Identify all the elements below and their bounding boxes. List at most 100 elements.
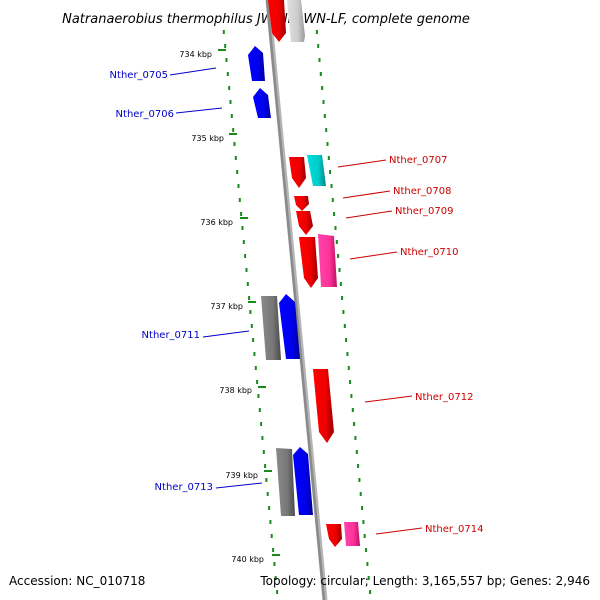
track-dot (229, 100, 232, 104)
tick-mark: 735 kbp (191, 133, 237, 143)
track-dot (244, 254, 247, 258)
track-dot (240, 212, 243, 216)
track-dot (334, 226, 337, 230)
tick-label: 734 kbp (179, 50, 212, 59)
track-dot (345, 338, 348, 342)
track-dot (264, 464, 267, 468)
track-dot (236, 170, 239, 174)
track-dot (343, 324, 346, 328)
gene-arrow-nther-0711[interactable] (279, 294, 300, 359)
gene-arrow-nther-0712[interactable] (313, 369, 334, 443)
gene-label-nther-0707[interactable]: Nther_0707 (389, 155, 447, 166)
track-dot (330, 184, 333, 188)
track-dot (319, 72, 322, 76)
track-dot (260, 422, 263, 426)
gene-label-nther-0710[interactable]: Nther_0710 (400, 247, 458, 258)
track-dot (327, 156, 330, 160)
track-dot (358, 478, 361, 482)
track-dot (353, 422, 356, 426)
track-dot (241, 226, 244, 230)
gene-label-nther-0714[interactable]: Nther_0714 (425, 524, 483, 535)
tick-label: 737 kbp (210, 302, 243, 311)
gene-arrow[interactable] (344, 522, 360, 546)
gene-arrow-nther-0705[interactable] (248, 46, 265, 81)
track-dot (228, 86, 231, 90)
track-dot (322, 100, 325, 104)
gene-label-nther-0705[interactable]: Nther_0705 (110, 70, 168, 81)
gene-arrow[interactable] (307, 155, 326, 186)
gene-label-nther-0712[interactable]: Nther_0712 (415, 392, 473, 403)
track-dot (248, 296, 251, 300)
track-dot (242, 240, 245, 244)
track-dot (331, 198, 334, 202)
track-dot (329, 170, 332, 174)
track-dot (225, 58, 228, 62)
gene-arrow-nther-0706[interactable] (253, 88, 271, 118)
track-dot (355, 450, 358, 454)
gene-arrow[interactable] (268, 0, 286, 42)
gene-label-nther-0711[interactable]: Nther_0711 (142, 330, 200, 341)
gene-arrow[interactable] (276, 448, 295, 516)
track-dot (249, 310, 252, 314)
track-dot (232, 128, 235, 132)
track-dot (233, 142, 236, 146)
track-dot (258, 408, 261, 412)
tick-track-left (222, 30, 279, 594)
gene-arrow[interactable] (287, 0, 305, 42)
track-dot (325, 128, 328, 132)
gene-arrow-nther-0708[interactable] (294, 196, 309, 211)
tick-labels: 734 kbp 735 kbp 736 kbp 737 kbp 738 kbp … (179, 49, 280, 564)
gene-arrow-nther-0710[interactable] (299, 237, 318, 288)
tick-mark: 739 kbp (225, 470, 272, 480)
tick-mark: 734 kbp (179, 49, 226, 59)
track-dot (276, 590, 279, 594)
tick-label: 735 kbp (191, 134, 224, 143)
gene-labels: Nther_0705 Nther_0706 Nther_0707 Nther_0… (110, 67, 483, 535)
track-dot (274, 576, 277, 580)
track-dot (342, 310, 345, 314)
track-dot (256, 380, 259, 384)
track-dot (357, 464, 360, 468)
gene-arrow[interactable] (318, 234, 337, 287)
track-dot (237, 184, 240, 188)
track-dot (367, 576, 370, 580)
track-dot (262, 450, 265, 454)
genes (248, 0, 360, 547)
track-dot (362, 520, 365, 524)
track-dot (365, 548, 368, 552)
genome-axis (265, 0, 328, 600)
track-dot (363, 534, 366, 538)
tick-mark: 736 kbp (200, 217, 248, 227)
track-dot (366, 562, 369, 566)
track-dot (333, 212, 336, 216)
gene-label-nther-0713[interactable]: Nther_0713 (155, 482, 213, 493)
tick-mark: 738 kbp (219, 386, 266, 395)
gene-arrow-nther-0713[interactable] (293, 447, 313, 515)
tick-mark: 740 kbp (231, 554, 280, 564)
track-dot (257, 394, 260, 398)
track-dot (266, 492, 269, 496)
track-dot (252, 338, 255, 342)
track-dot (245, 268, 248, 272)
gene-arrow-nther-0709[interactable] (296, 211, 313, 235)
gene-arrow-nther-0707[interactable] (289, 157, 306, 188)
track-dot (346, 352, 349, 356)
gene-label-nther-0708[interactable]: Nther_0708 (393, 186, 451, 197)
gene-arrow-nther-0714[interactable] (326, 524, 342, 547)
gene-arrow[interactable] (261, 296, 281, 360)
gene-label-nther-0709[interactable]: Nther_0709 (395, 206, 453, 217)
track-dot (354, 436, 357, 440)
track-dot (326, 142, 329, 146)
track-dot (253, 352, 256, 356)
track-dot (254, 366, 257, 370)
track-dot (261, 436, 264, 440)
track-dot (268, 506, 271, 510)
track-dot (226, 72, 229, 76)
gene-label-nther-0706[interactable]: Nther_0706 (116, 109, 174, 120)
map-title: Natranaerobius thermophilus JW/NM-WN-LF,… (62, 12, 470, 27)
tick-label: 738 kbp (219, 386, 252, 395)
track-dot (369, 590, 372, 594)
track-dot (359, 492, 362, 496)
track-dot (270, 534, 273, 538)
